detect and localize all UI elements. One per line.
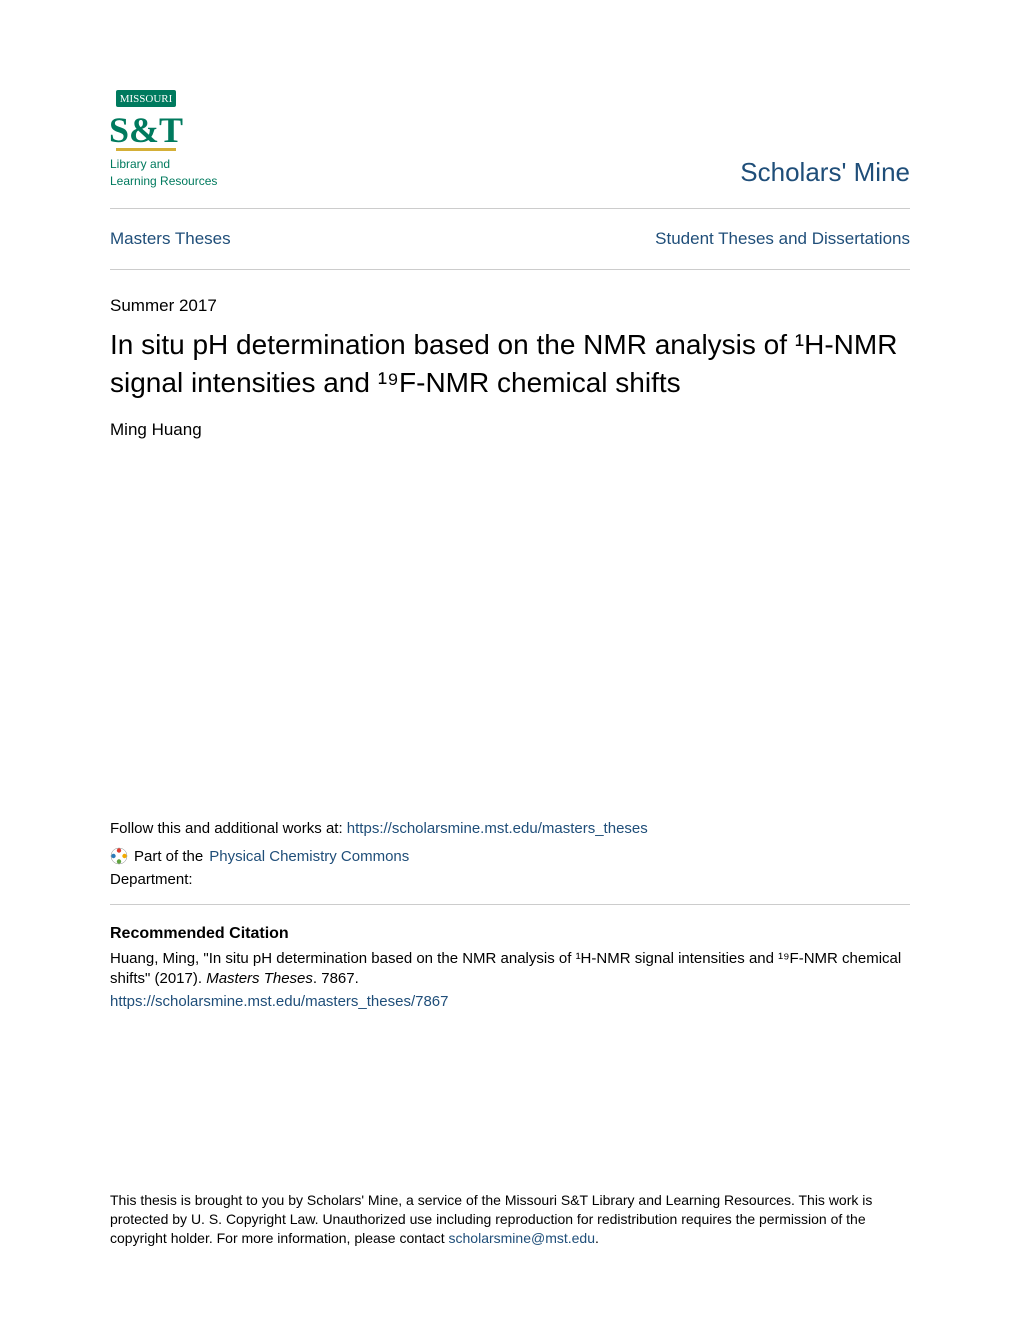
part-of-row: Part of the Physical Chemistry Commons: [110, 837, 910, 865]
citation-heading: Recommended Citation: [110, 925, 910, 949]
page-header: MISSOURI S&T Library and Learning Resour…: [110, 90, 910, 209]
publication-term: Summer 2017: [110, 270, 910, 326]
department-label: Department:: [110, 865, 910, 905]
citation-text: Huang, Ming, "In situ pH determination b…: [110, 949, 910, 1012]
logo-top-label: MISSOURI: [120, 93, 173, 105]
citation-post: . 7867.: [313, 970, 359, 987]
contact-email-link[interactable]: scholarsmine@mst.edu: [449, 1230, 596, 1246]
mst-logo-icon: MISSOURI S&T: [110, 90, 210, 154]
logo-subtitle-line2: Learning Resources: [110, 175, 217, 188]
footer-period: .: [595, 1230, 599, 1246]
breadcrumb-nav: Masters Theses Student Theses and Disser…: [110, 209, 910, 270]
logo-subtitle-line1: Library and: [110, 158, 170, 171]
parent-collection-link[interactable]: Student Theses and Dissertations: [655, 229, 910, 249]
logo-st-text: S&T: [110, 110, 183, 150]
citation-url-link[interactable]: https://scholarsmine.mst.edu/masters_the…: [110, 990, 910, 1012]
follow-url-link[interactable]: https://scholarsmine.mst.edu/masters_the…: [347, 820, 648, 837]
institution-logo: MISSOURI S&T Library and Learning Resour…: [110, 90, 217, 188]
collection-link[interactable]: Masters Theses: [110, 229, 231, 249]
commons-discipline-link[interactable]: Physical Chemistry Commons: [209, 848, 409, 865]
part-of-prefix: Part of the: [134, 848, 203, 865]
commons-network-icon: [110, 847, 128, 865]
metadata-block: Follow this and additional works at: htt…: [110, 820, 910, 1012]
repository-name-link[interactable]: Scholars' Mine: [740, 157, 910, 188]
citation-series-title: Masters Theses: [206, 970, 313, 987]
follow-line: Follow this and additional works at: htt…: [110, 820, 910, 837]
follow-prefix: Follow this and additional works at:: [110, 820, 347, 837]
citation-block: Recommended Citation Huang, Ming, "In si…: [110, 905, 910, 1012]
document-title: In situ pH determination based on the NM…: [110, 326, 910, 420]
rights-footer: This thesis is brought to you by Scholar…: [110, 1191, 910, 1248]
author-name: Ming Huang: [110, 420, 910, 440]
